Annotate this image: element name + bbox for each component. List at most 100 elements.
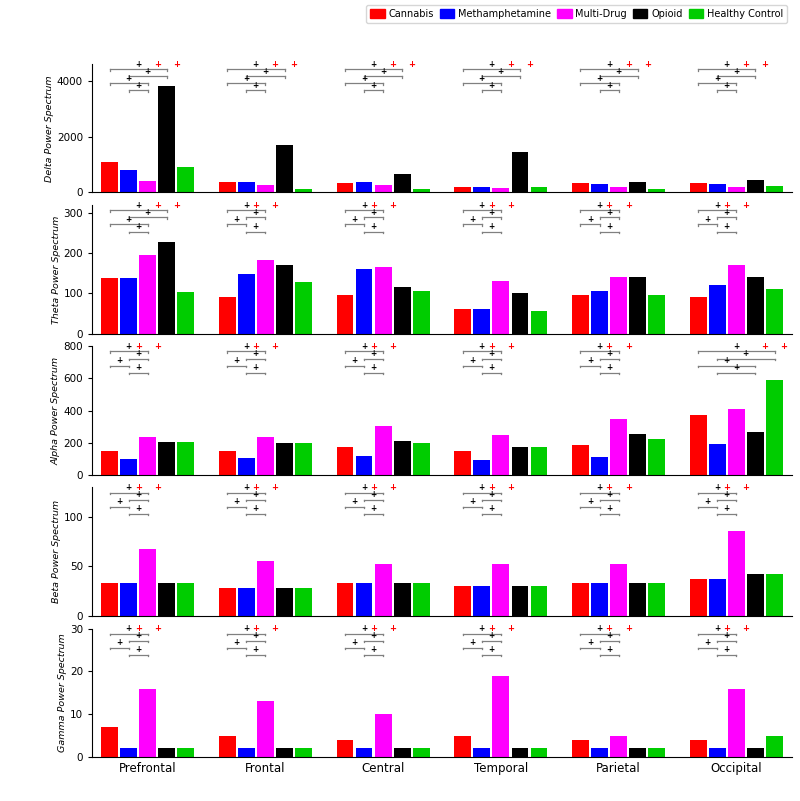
Bar [648, 748, 665, 757]
Bar [648, 583, 665, 616]
Text: +: + [742, 483, 750, 492]
Text: +: + [271, 342, 278, 351]
Bar [139, 437, 156, 475]
Text: +: + [705, 215, 711, 223]
Text: +: + [408, 59, 415, 69]
Bar [394, 175, 410, 192]
Text: +: + [145, 207, 151, 217]
Text: +: + [253, 207, 259, 217]
Text: +: + [507, 342, 514, 351]
Bar [610, 735, 627, 757]
Text: +: + [488, 504, 494, 513]
Bar [101, 451, 118, 475]
Bar [394, 583, 410, 616]
Bar [709, 285, 726, 333]
Bar [337, 183, 354, 192]
Bar [276, 145, 293, 192]
Bar [219, 588, 236, 616]
Text: +: + [488, 646, 494, 654]
Text: +: + [134, 624, 142, 633]
Text: +: + [234, 356, 240, 365]
Bar [394, 748, 410, 757]
Bar [238, 748, 254, 757]
Text: +: + [724, 646, 730, 654]
Bar [337, 583, 354, 616]
Text: +: + [478, 201, 485, 210]
Text: +: + [781, 342, 787, 351]
Text: +: + [615, 66, 622, 75]
Bar [493, 676, 510, 757]
Bar [120, 748, 137, 757]
Text: +: + [134, 342, 142, 351]
Bar [728, 531, 745, 616]
Text: +: + [370, 646, 377, 654]
Text: +: + [243, 624, 250, 633]
Bar [728, 265, 745, 333]
Bar [454, 451, 471, 475]
Bar [238, 458, 254, 475]
Bar [276, 443, 293, 475]
Bar [139, 256, 156, 333]
Text: +: + [596, 624, 602, 633]
Bar [356, 748, 373, 757]
Text: +: + [724, 356, 730, 365]
Bar [158, 87, 175, 192]
Text: +: + [478, 624, 485, 633]
Text: +: + [243, 74, 250, 83]
Text: +: + [498, 66, 504, 75]
Text: +: + [271, 201, 278, 210]
Text: +: + [526, 59, 533, 69]
Bar [572, 295, 589, 333]
Text: +: + [361, 483, 367, 492]
Text: +: + [370, 490, 377, 499]
Text: +: + [596, 74, 602, 83]
Bar [747, 574, 764, 616]
Bar [178, 442, 194, 475]
Bar [257, 702, 274, 757]
Bar [690, 579, 706, 616]
Bar [219, 735, 236, 757]
Bar [120, 583, 137, 616]
Text: +: + [135, 201, 142, 210]
Text: +: + [370, 222, 377, 231]
Bar [276, 748, 293, 757]
Bar [394, 441, 410, 475]
Text: +: + [606, 483, 613, 492]
Text: +: + [587, 215, 593, 223]
Bar [591, 583, 608, 616]
Bar [356, 268, 373, 333]
Bar [276, 265, 293, 333]
Bar [374, 714, 391, 757]
Bar [374, 426, 391, 475]
Text: +: + [742, 59, 750, 69]
Text: +: + [370, 81, 377, 90]
Text: +: + [724, 207, 730, 217]
Bar [766, 187, 783, 192]
Text: +: + [488, 349, 494, 358]
Text: +: + [243, 201, 250, 210]
Text: +: + [705, 638, 711, 647]
Text: +: + [625, 624, 632, 633]
Text: +: + [370, 631, 377, 640]
Bar [337, 740, 354, 757]
Bar [610, 565, 627, 616]
Bar [610, 419, 627, 475]
Text: +: + [145, 66, 151, 75]
Text: +: + [507, 59, 514, 69]
Text: +: + [625, 59, 632, 69]
Text: +: + [507, 483, 514, 492]
Text: +: + [154, 59, 161, 69]
Bar [728, 187, 745, 192]
Text: +: + [478, 74, 485, 83]
Bar [709, 183, 726, 192]
Text: +: + [606, 349, 612, 358]
Bar [709, 579, 726, 616]
Text: +: + [714, 201, 720, 210]
Text: +: + [135, 646, 142, 654]
Text: +: + [724, 59, 730, 69]
Text: +: + [252, 342, 259, 351]
Text: +: + [488, 631, 494, 640]
Text: +: + [370, 504, 377, 513]
Text: +: + [644, 59, 650, 69]
Text: +: + [271, 624, 278, 633]
